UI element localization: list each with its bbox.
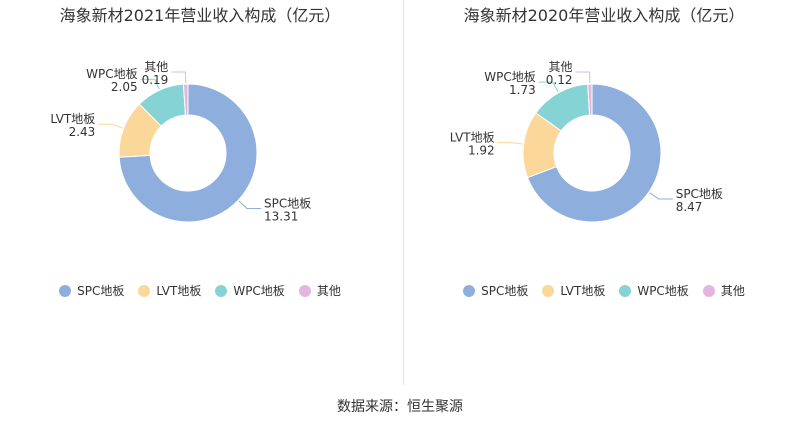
leader-line-2: [98, 123, 123, 129]
legend-marker: [138, 284, 151, 297]
slice-label-4: 其他: [548, 60, 572, 74]
slice-value-3: 1.73: [509, 83, 536, 97]
legend-label: WPC地板: [233, 284, 285, 298]
slice-label-2: LVT地板: [50, 112, 95, 126]
legend-label: 其他: [720, 284, 745, 298]
leader-line-2: [497, 142, 523, 145]
legend-label: WPC地板: [637, 284, 689, 298]
legend-item[interactable]: SPC地板: [463, 282, 528, 299]
leader-line-4: [171, 71, 187, 84]
slice-label-3: WPC地板: [86, 67, 137, 81]
leader-line-1: [649, 192, 673, 200]
slice-1[interactable]: [526, 83, 662, 223]
leader-line-1: [238, 200, 261, 209]
slice-label-1: SPC地板: [264, 196, 311, 210]
legend-marker: [702, 284, 715, 297]
legend-marker: [463, 284, 476, 297]
legend-label: SPC地板: [481, 284, 529, 298]
chart-title: 海象新材2020年营业收入构成（亿元）: [463, 6, 745, 25]
chart-panel-2020: 海象新材2020年营业收入构成（亿元） SPC地板 8.47 LVT地板 1.92 WP…: [404, 0, 800, 385]
slice-label-3: WPC地板: [484, 70, 535, 84]
legend-label: SPC地板: [77, 284, 125, 298]
legend-label: LVT地板: [560, 284, 606, 298]
slice-value-3: 2.05: [111, 80, 138, 94]
slice-value-4: 0.12: [546, 73, 573, 87]
slice-label-4: 其他: [144, 60, 168, 74]
legend-item[interactable]: WPC地板: [215, 282, 285, 299]
chart-panel-2021: 海象新材2021年营业收入构成（亿元） SPC地板 13.31 LVT地板 2.43 W…: [0, 0, 400, 385]
slice-value-2: 2.43: [69, 125, 96, 139]
slice-label-1: SPC地板: [676, 187, 723, 201]
slice-value-4: 0.19: [142, 73, 169, 87]
legend-label: LVT地板: [156, 284, 202, 298]
legend-label: 其他: [316, 284, 341, 298]
slice-value-1: 13.31: [264, 209, 298, 223]
legend-marker: [59, 284, 72, 297]
legend-marker: [619, 284, 632, 297]
divider: [403, 0, 404, 385]
data-source: 数据来源：恒生聚源: [337, 399, 463, 415]
legend-item[interactable]: SPC地板: [59, 282, 124, 299]
legend: SPC地板 LVT地板 WPC地板 其他: [0, 282, 400, 299]
slice-value-2: 1.92: [468, 144, 495, 158]
leader-line-3: [538, 81, 559, 93]
slice-label-2: LVT地板: [450, 131, 495, 145]
legend: SPC地板 LVT地板 WPC地板 其他: [404, 282, 800, 299]
chart-title: 海象新材2021年营业收入构成（亿元）: [59, 6, 341, 25]
legend-item[interactable]: WPC地板: [619, 282, 689, 299]
legend-marker: [298, 284, 311, 297]
legend-marker: [542, 284, 555, 297]
legend-item[interactable]: LVT地板: [542, 282, 605, 299]
leader-line-4: [575, 71, 591, 84]
legend-item[interactable]: 其他: [298, 282, 341, 299]
legend-marker: [215, 284, 228, 297]
legend-item[interactable]: LVT地板: [138, 282, 201, 299]
legend-item[interactable]: 其他: [702, 282, 745, 299]
leader-line-3: [140, 78, 160, 90]
slice-value-1: 8.47: [676, 200, 703, 214]
slice-4[interactable]: [182, 83, 189, 116]
slice-1[interactable]: [118, 83, 258, 223]
slice-4[interactable]: [587, 83, 593, 116]
